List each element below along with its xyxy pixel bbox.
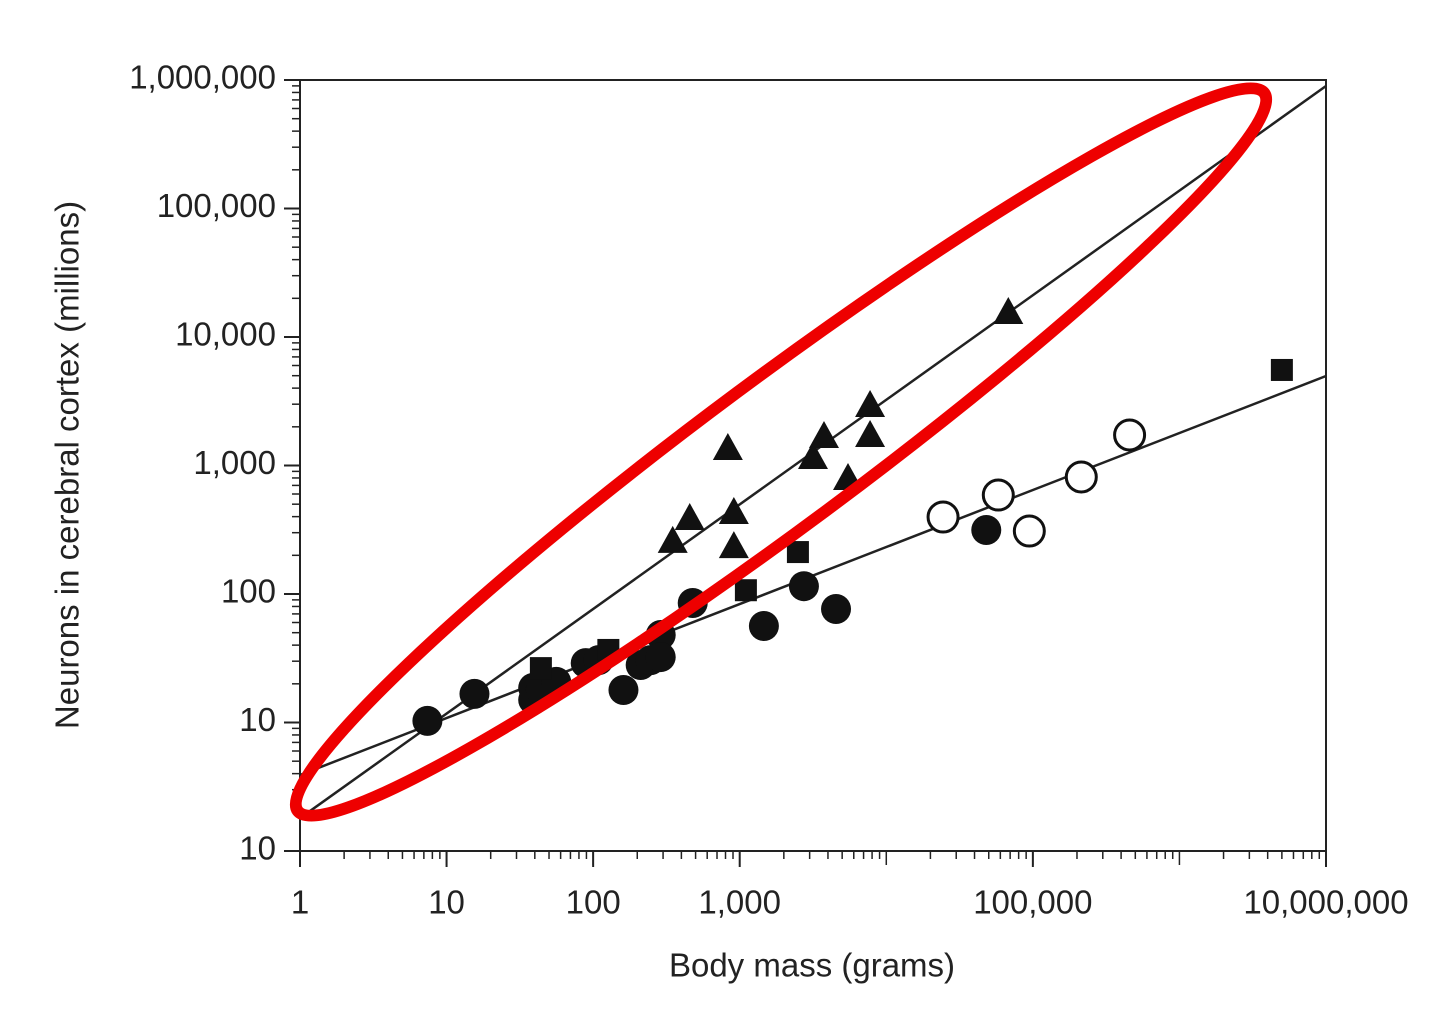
open-circle-point [926,500,960,534]
circle-point [645,642,676,673]
triangle-point [657,525,688,553]
open-circle-point [981,478,1015,512]
circle-point [412,705,443,736]
y-axis-label: Neurons in cerebral cortex (millions) [49,201,86,729]
x-tick-label: 1 [291,884,309,921]
x-axis-label: Body mass (grams) [669,947,955,984]
y-tick-label: 1,000 [193,444,276,481]
y-tick-label: 1,000,000 [129,59,276,96]
open-circle-point [1012,514,1046,548]
x-tick-label: 100,000 [973,884,1092,921]
square-point [786,541,809,564]
triangle-point [993,297,1024,325]
circle-point [459,678,490,709]
y-tick-label: 100,000 [157,187,276,224]
circle-point [608,675,639,706]
marks: 1 10 100 1,000 100,000 10,000,000 10 10 100 1,000… [129,59,1408,921]
y-tick-label: 100 [221,573,276,610]
triangle-point [855,390,886,418]
triangle-point [797,441,828,469]
circle-point [788,571,819,602]
open-circle-point [1064,460,1098,494]
x-tick-label: 10 [428,884,465,921]
y-tick-label: 10 [239,701,276,738]
y-tick-label: 10,000 [175,316,276,353]
circle-point [971,514,1002,545]
circle-point [748,610,779,641]
x-tick-label: 1,000 [698,884,781,921]
open-circle-point [1113,418,1147,452]
y-tick-label: 10 [239,830,276,867]
triangle-point [808,420,839,448]
x-tick-label: 10,000,000 [1243,884,1408,921]
triangle-point [712,433,743,461]
triangle-point [855,420,886,448]
x-tick-label: 100 [566,884,621,921]
highlight-ellipse [289,82,1273,822]
triangle-point [718,531,749,559]
circle-point [821,594,852,625]
triangle-point [674,503,705,531]
square-point [1270,358,1293,381]
square-point [529,657,552,680]
square-point [734,579,757,602]
triangle-point [718,496,749,524]
